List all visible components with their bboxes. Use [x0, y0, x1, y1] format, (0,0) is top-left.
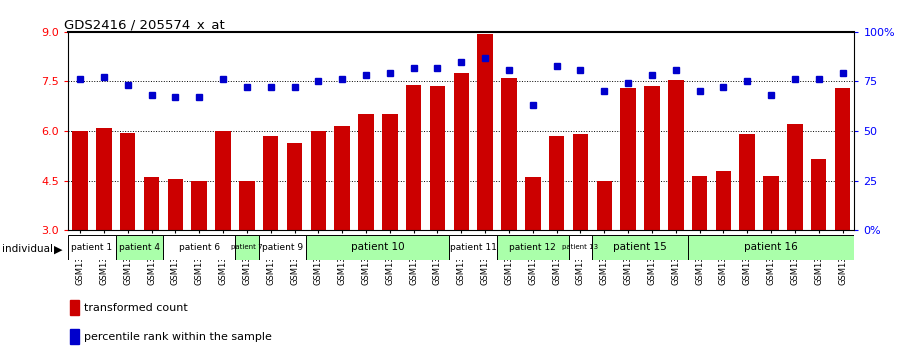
Bar [596, 181, 612, 230]
Bar [497, 235, 568, 260]
Bar [96, 128, 112, 230]
Bar [167, 179, 183, 230]
Bar [525, 177, 541, 230]
Text: ▶: ▶ [54, 244, 62, 254]
Bar [692, 176, 707, 230]
Bar [120, 133, 135, 230]
Bar [358, 114, 374, 230]
Bar [668, 80, 684, 230]
Bar [740, 134, 755, 230]
Bar [811, 159, 826, 230]
Bar [306, 235, 449, 260]
Bar [259, 235, 306, 260]
Bar [834, 88, 850, 230]
Bar [70, 329, 78, 344]
Bar [573, 134, 588, 230]
Text: percentile rank within the sample: percentile rank within the sample [84, 331, 272, 342]
Bar [593, 235, 688, 260]
Text: patient 9: patient 9 [262, 243, 304, 252]
Bar [715, 171, 731, 230]
Text: patient 11: patient 11 [450, 243, 496, 252]
Bar [406, 85, 422, 230]
Text: patient 7: patient 7 [231, 245, 263, 250]
Bar [164, 235, 235, 260]
Bar [115, 235, 164, 260]
Bar [215, 131, 231, 230]
Bar [335, 126, 350, 230]
Text: patient 4: patient 4 [119, 243, 160, 252]
Bar [477, 34, 493, 230]
Bar [549, 136, 564, 230]
Bar [263, 136, 278, 230]
Bar [73, 131, 88, 230]
Text: patient 15: patient 15 [614, 242, 667, 252]
Bar [449, 235, 497, 260]
Bar [787, 124, 803, 230]
Bar [70, 300, 78, 315]
Bar [644, 86, 660, 230]
Text: patient 10: patient 10 [351, 242, 405, 252]
Text: GDS2416 / 205574_x_at: GDS2416 / 205574_x_at [65, 18, 225, 31]
Bar [235, 235, 259, 260]
Bar [764, 176, 779, 230]
Bar [568, 235, 593, 260]
Text: individual: individual [2, 244, 53, 254]
Bar [192, 181, 207, 230]
Text: transformed count: transformed count [84, 303, 188, 313]
Text: patient 6: patient 6 [179, 243, 220, 252]
Bar [620, 88, 636, 230]
Bar [454, 73, 469, 230]
Text: patient 13: patient 13 [563, 245, 598, 250]
Bar [311, 131, 326, 230]
Bar [501, 78, 516, 230]
Bar [144, 177, 159, 230]
Bar [382, 114, 397, 230]
Bar [68, 235, 115, 260]
Bar [430, 86, 445, 230]
Text: patient 12: patient 12 [509, 243, 556, 252]
Text: patient 16: patient 16 [744, 242, 798, 252]
Text: patient 1: patient 1 [72, 243, 113, 252]
Bar [239, 181, 255, 230]
Bar [286, 143, 303, 230]
Bar [688, 235, 854, 260]
